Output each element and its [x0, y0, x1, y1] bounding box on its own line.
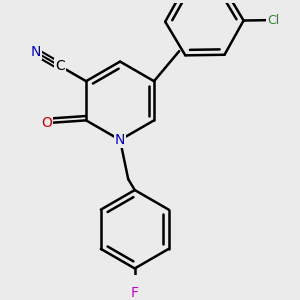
Text: Cl: Cl	[267, 14, 280, 27]
Text: N: N	[31, 45, 41, 59]
Text: F: F	[131, 286, 139, 300]
Text: C: C	[55, 59, 65, 73]
Text: N: N	[115, 133, 125, 147]
Text: O: O	[41, 116, 52, 130]
